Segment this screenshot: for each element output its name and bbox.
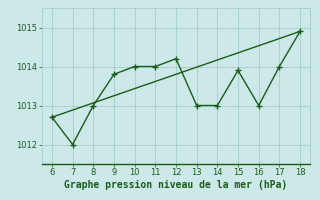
X-axis label: Graphe pression niveau de la mer (hPa): Graphe pression niveau de la mer (hPa) [64, 180, 288, 190]
